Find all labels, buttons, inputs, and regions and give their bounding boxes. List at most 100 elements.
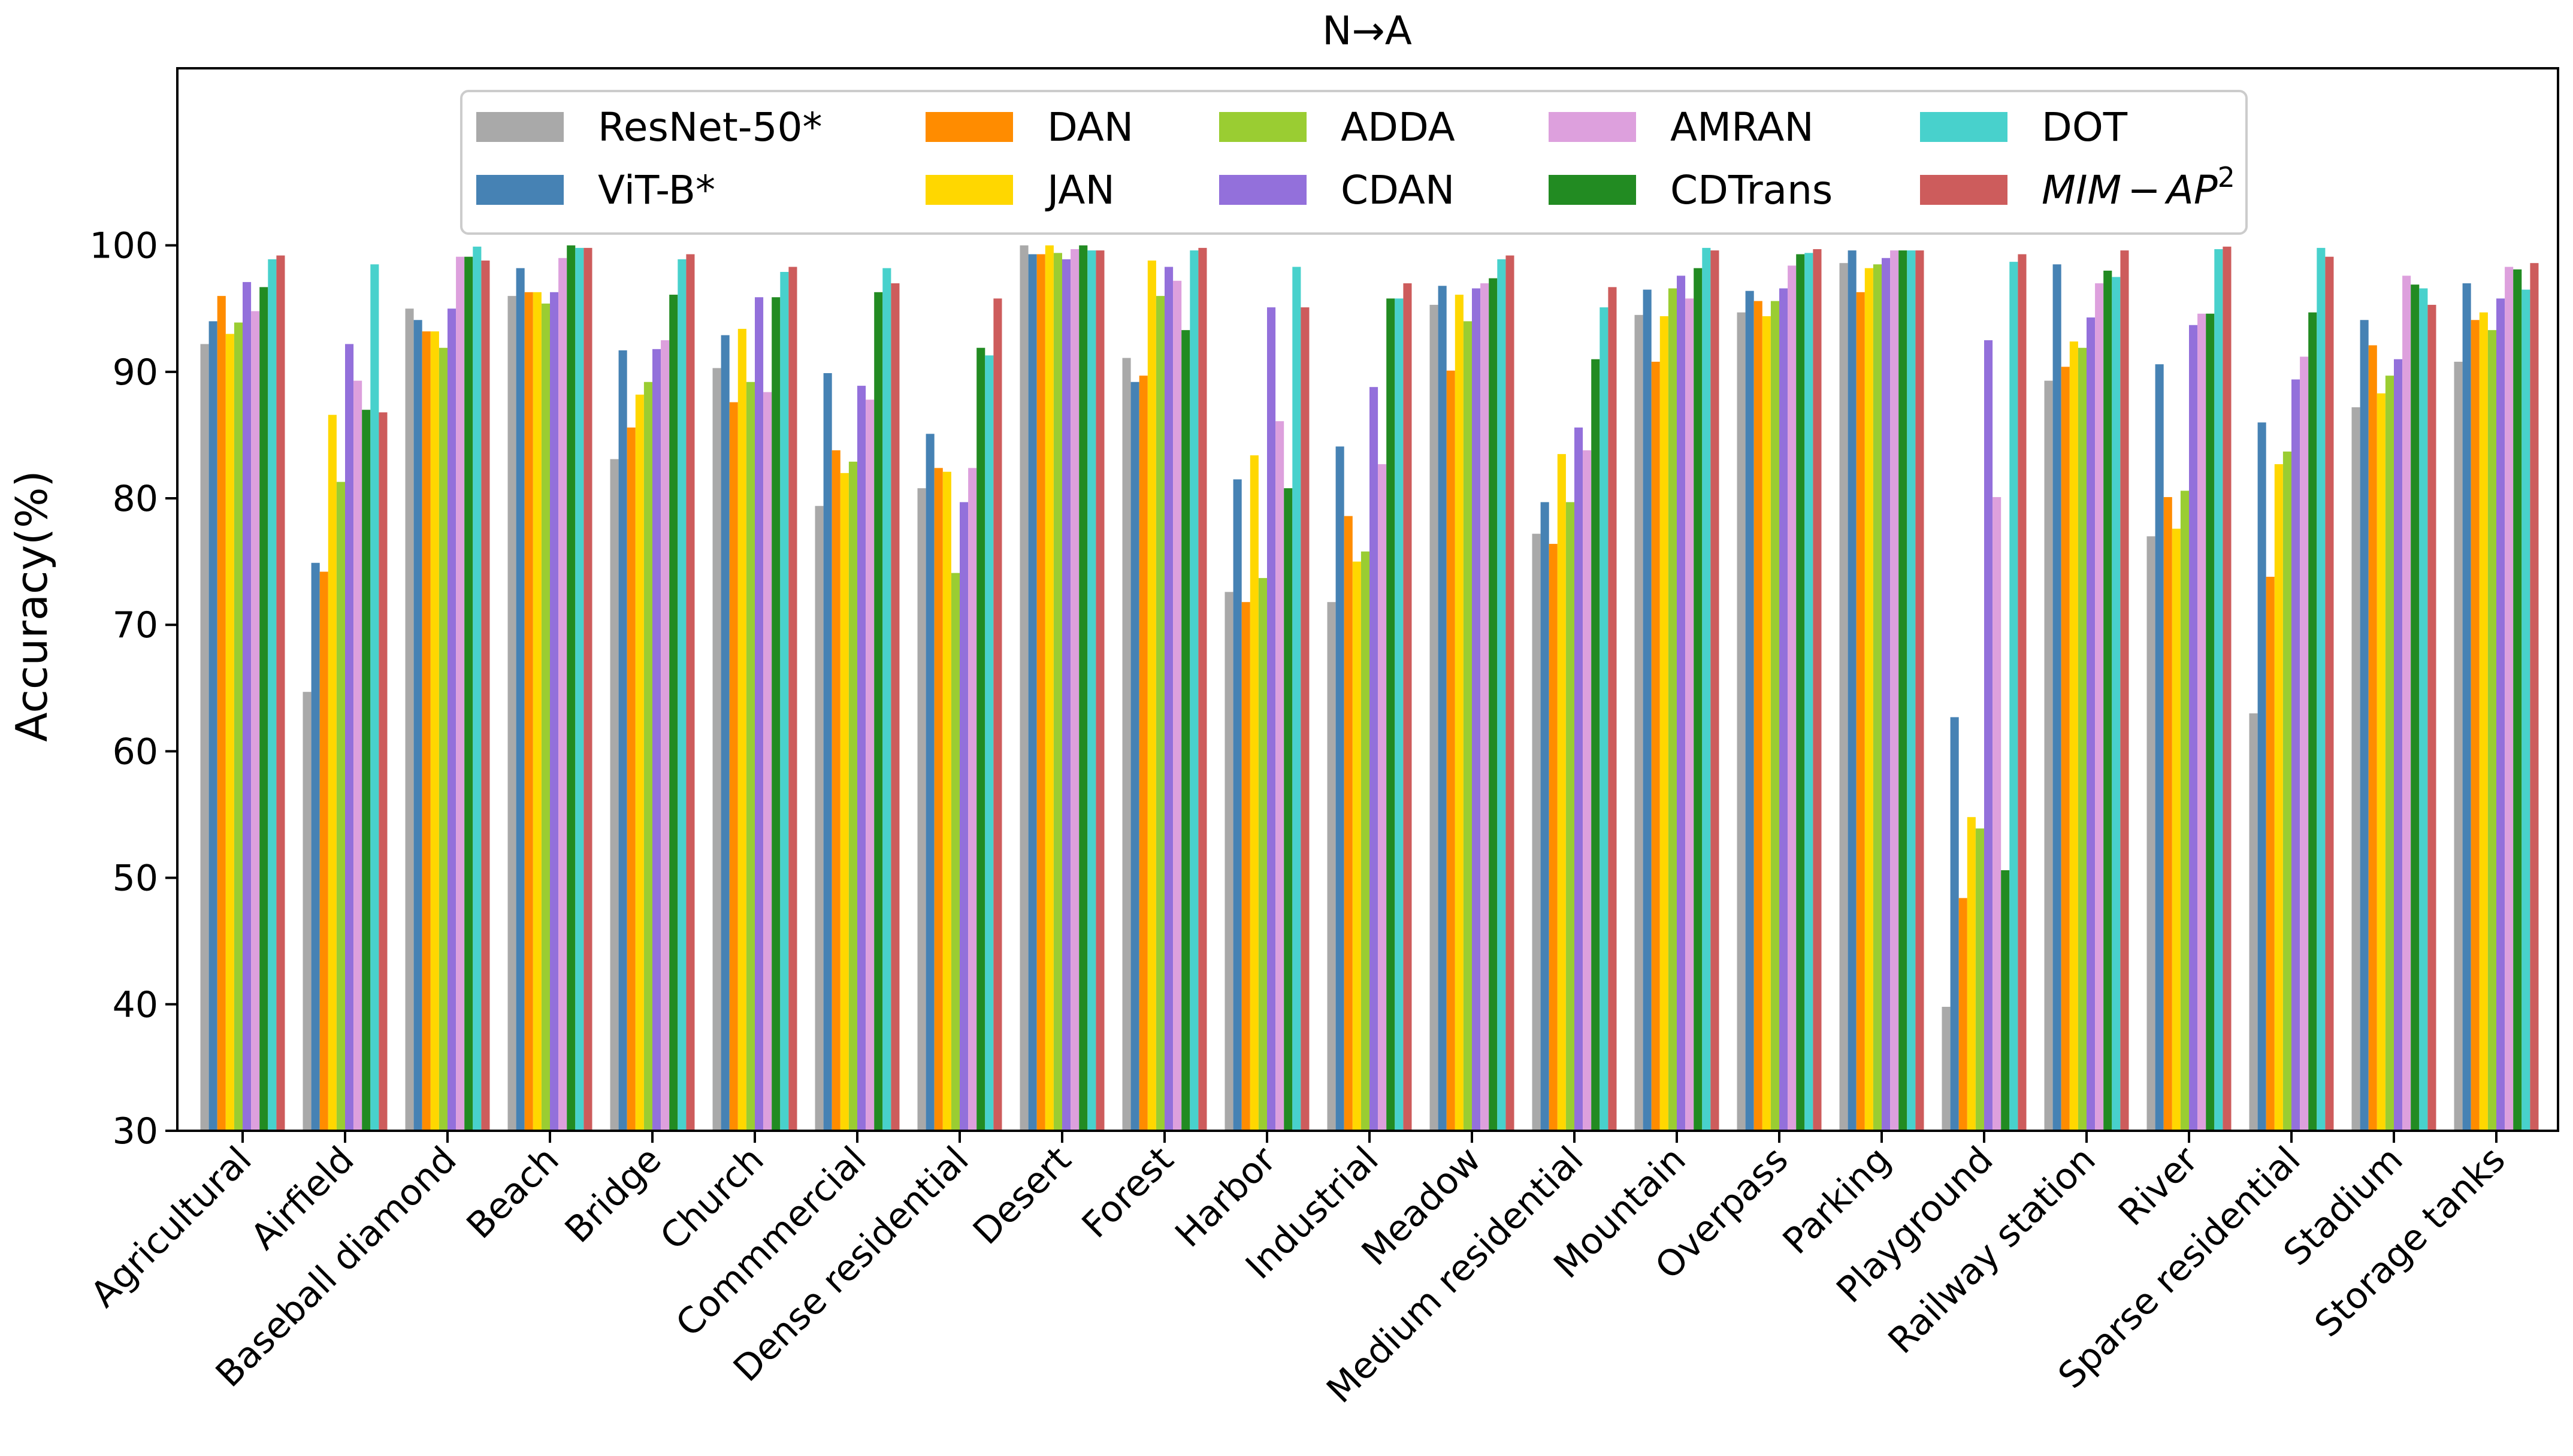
bar-dot-sparse-residential <box>2317 247 2326 1131</box>
legend-label-vit-b: ViT-B* <box>598 167 715 213</box>
bar-mim-ap-playground <box>2018 254 2027 1131</box>
bar-vit-b-stadium <box>2360 320 2369 1131</box>
bar-adda-airfield <box>336 482 345 1131</box>
bar-jan-sparse-residential <box>2274 464 2283 1131</box>
bar-jan-industrial <box>1352 561 1361 1131</box>
bar-vit-b-baseball-diamond <box>413 320 422 1131</box>
bar-dan-commmercial <box>832 450 840 1131</box>
bar-dot-medium-residential <box>1600 307 1608 1131</box>
bar-amran-bridge <box>661 340 670 1131</box>
bar-resnet-50-playground <box>1942 1007 1951 1131</box>
bar-dot-agricultural <box>268 259 277 1131</box>
legend-swatch-mim-ap <box>1920 175 2007 205</box>
bar-cdan-agricultural <box>243 281 252 1131</box>
bar-amran-agricultural <box>251 311 260 1131</box>
bar-dan-church <box>729 402 738 1131</box>
legend-label-dan: DAN <box>1047 104 1133 150</box>
bar-adda-desert <box>1053 253 1062 1131</box>
bar-adda-railway-station <box>2078 347 2087 1131</box>
bar-dot-dense-residential <box>985 355 994 1131</box>
bar-cdan-bridge <box>652 349 661 1131</box>
bar-resnet-50-sparse-residential <box>2249 713 2258 1131</box>
bar-adda-bridge <box>643 382 652 1131</box>
legend-label-jan: JAN <box>1045 167 1115 213</box>
bar-dot-parking <box>1907 250 1916 1131</box>
legend-frame <box>460 90 2248 235</box>
bar-cdtrans-commmercial <box>874 292 883 1131</box>
legend: ResNet-50* ViT-B* DAN JAN ADDA CDAN AMRAN CDTra… <box>460 90 2248 235</box>
bar-vit-b-dense-residential <box>926 434 935 1131</box>
y-axis: 30 40 50 60 70 80 90 100 <box>89 225 177 1152</box>
bar-resnet-50-church <box>712 368 721 1131</box>
bar-resnet-50-desert <box>1020 245 1029 1131</box>
bar-adda-harbor <box>1258 578 1267 1131</box>
legend-swatch-dot <box>1920 112 2007 142</box>
bar-cdtrans-medium-residential <box>1591 359 1600 1131</box>
y-tick-label-40: 40 <box>113 984 158 1026</box>
bar-adda-overpass <box>1770 301 1779 1131</box>
legend-swatch-jan <box>926 175 1013 205</box>
bar-amran-stadium <box>2402 276 2411 1131</box>
bar-amran-medium-residential <box>1583 450 1592 1131</box>
bar-layer <box>200 245 2539 1131</box>
plot-frame <box>176 67 2559 1132</box>
bar-amran-dense-residential <box>968 468 977 1131</box>
bar-cdan-meadow <box>1472 288 1481 1131</box>
bar-cdtrans-meadow <box>1489 278 1498 1131</box>
bar-adda-storage-tanks <box>2487 330 2496 1131</box>
bar-mim-ap-church <box>788 267 797 1131</box>
bar-resnet-50-dense-residential <box>917 488 926 1131</box>
bar-dan-beach <box>524 292 533 1131</box>
bar-cdtrans-airfield <box>362 410 371 1131</box>
legend-swatch-amran <box>1549 112 1636 142</box>
bar-jan-medium-residential <box>1557 454 1566 1131</box>
bar-amran-commmercial <box>866 399 875 1131</box>
bar-cdan-forest <box>1165 267 1174 1131</box>
bar-vit-b-medium-residential <box>1540 502 1549 1131</box>
bar-vit-b-parking <box>1848 250 1857 1131</box>
bar-cdtrans-storage-tanks <box>2513 269 2522 1131</box>
bar-vit-b-agricultural <box>208 321 217 1131</box>
bar-vit-b-mountain <box>1643 289 1652 1131</box>
bar-mim-ap-overpass <box>1813 249 1822 1131</box>
bar-dan-desert <box>1036 254 1045 1131</box>
bar-cdtrans-baseball-diamond <box>464 256 473 1131</box>
bar-mim-ap-dense-residential <box>993 298 1002 1131</box>
bar-vit-b-playground <box>1950 717 1959 1131</box>
bar-amran-baseball-diamond <box>456 256 465 1131</box>
bar-cdan-playground <box>1984 340 1993 1131</box>
bar-mim-ap-river <box>2223 246 2232 1131</box>
bar-dot-desert <box>1087 250 1096 1131</box>
bar-amran-playground <box>1993 497 2001 1131</box>
bar-dot-harbor <box>1292 267 1301 1131</box>
bar-mim-ap-parking <box>1915 250 1924 1131</box>
y-tick-label-80: 80 <box>113 478 158 520</box>
bar-vit-b-overpass <box>1745 290 1754 1131</box>
bar-resnet-50-stadium <box>2351 407 2360 1131</box>
bar-jan-overpass <box>1762 316 1771 1131</box>
bar-mim-ap-airfield <box>379 412 388 1131</box>
bar-cdtrans-beach <box>567 245 576 1131</box>
y-tick-label-90: 90 <box>113 352 158 393</box>
bar-jan-bridge <box>635 394 644 1131</box>
chart-title: N→A <box>1322 8 1412 54</box>
bar-jan-river <box>2172 528 2181 1131</box>
bar-mim-ap-medium-residential <box>1608 287 1617 1131</box>
bar-cdtrans-sparse-residential <box>2308 312 2317 1131</box>
bar-dan-mountain <box>1651 361 1660 1131</box>
bar-cdan-overpass <box>1779 288 1788 1131</box>
bar-dan-baseball-diamond <box>422 331 431 1131</box>
bar-adda-agricultural <box>234 322 243 1131</box>
bar-amran-mountain <box>1685 298 1694 1131</box>
bar-vit-b-sparse-residential <box>2257 422 2266 1131</box>
bar-adda-industrial <box>1360 551 1369 1131</box>
bar-resnet-50-meadow <box>1429 304 1438 1131</box>
bar-amran-meadow <box>1480 283 1489 1131</box>
bar-resnet-50-agricultural <box>200 344 209 1131</box>
legend-items: ResNet-50* ViT-B* DAN JAN ADDA CDAN AMRAN CDTra… <box>476 104 2235 213</box>
bar-jan-commmercial <box>840 473 849 1131</box>
bar-resnet-50-bridge <box>610 459 619 1131</box>
bar-jan-beach <box>533 292 542 1131</box>
bar-mim-ap-baseball-diamond <box>481 261 490 1131</box>
bar-jan-forest <box>1147 261 1156 1131</box>
